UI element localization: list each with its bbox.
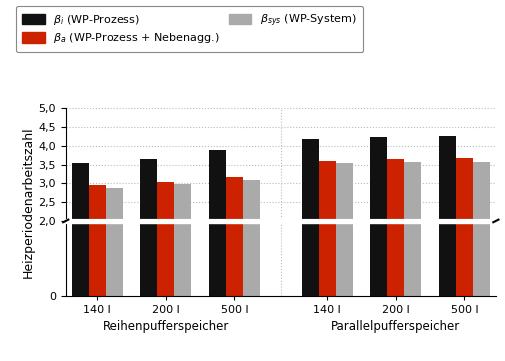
Bar bbox=[242, 180, 260, 221]
Bar bbox=[140, 159, 157, 221]
Bar bbox=[174, 184, 191, 221]
Bar bbox=[226, 223, 242, 296]
Bar bbox=[209, 150, 226, 221]
Bar bbox=[370, 223, 387, 296]
Bar bbox=[403, 162, 420, 221]
Text: Reihenpufferspeicher: Reihenpufferspeicher bbox=[103, 321, 229, 334]
Text: Parallelpufferspeicher: Parallelpufferspeicher bbox=[331, 321, 460, 334]
Bar bbox=[209, 223, 226, 296]
Bar bbox=[387, 223, 403, 296]
Bar bbox=[157, 182, 174, 221]
Bar bbox=[88, 185, 106, 221]
Bar bbox=[403, 223, 420, 296]
Y-axis label: Heizperiodenarbeitszahl: Heizperiodenarbeitszahl bbox=[21, 126, 34, 278]
Bar bbox=[301, 223, 318, 296]
Bar bbox=[174, 223, 191, 296]
Bar bbox=[318, 161, 335, 221]
Bar bbox=[318, 223, 335, 296]
Bar bbox=[106, 223, 122, 296]
Bar bbox=[140, 223, 157, 296]
Bar bbox=[438, 223, 455, 296]
Bar bbox=[370, 137, 387, 221]
Bar bbox=[226, 177, 242, 221]
Bar bbox=[438, 136, 455, 221]
Bar bbox=[72, 223, 88, 296]
Bar bbox=[88, 223, 106, 296]
Bar bbox=[157, 223, 174, 296]
Bar bbox=[66, 221, 495, 223]
Bar bbox=[335, 223, 352, 296]
Bar bbox=[472, 223, 489, 296]
Bar bbox=[106, 188, 122, 221]
Bar bbox=[242, 223, 260, 296]
Bar bbox=[335, 163, 352, 221]
Bar bbox=[72, 163, 88, 221]
Bar bbox=[472, 162, 489, 221]
Bar bbox=[455, 223, 472, 296]
Legend: $\beta_i$ (WP-Prozess), $\beta_a$ (WP-Prozess + Nebenagg.), $\beta_{sys}$ (WP-Sy: $\beta_i$ (WP-Prozess), $\beta_a$ (WP-Pr… bbox=[16, 5, 363, 52]
Bar bbox=[455, 158, 472, 221]
Bar bbox=[387, 159, 403, 221]
Bar bbox=[301, 139, 318, 221]
